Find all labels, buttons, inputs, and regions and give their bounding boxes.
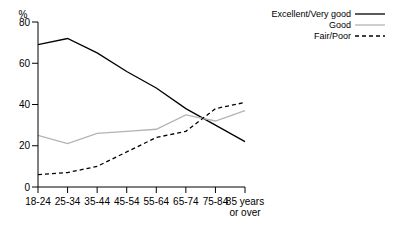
svg-text:55-64: 55-64 (143, 196, 169, 207)
svg-text:85 yearsor over: 85 yearsor over (226, 196, 264, 218)
html-text:Fair/Poor: Fair/Poor (314, 30, 351, 41)
svg-text:45-54: 45-54 (114, 196, 140, 207)
svg-text:25-34: 25-34 (55, 196, 81, 207)
svg-text:20: 20 (19, 140, 31, 151)
svg-text:%: % (19, 9, 28, 20)
svg-text:65-74: 65-74 (173, 196, 199, 207)
svg-text:60: 60 (19, 58, 31, 69)
svg-text:18-24: 18-24 (25, 196, 51, 207)
html-text:Excellent/Very good: Excellent/Very good (271, 8, 351, 19)
svg-text:80: 80 (18, 16, 30, 28)
html-text:Good: Good (329, 19, 351, 30)
svg-text:75-84: 75-84 (203, 196, 229, 207)
svg-text:40: 40 (19, 99, 31, 110)
svg-text:35-44: 35-44 (84, 196, 110, 207)
svg-text:0: 0 (24, 182, 30, 193)
